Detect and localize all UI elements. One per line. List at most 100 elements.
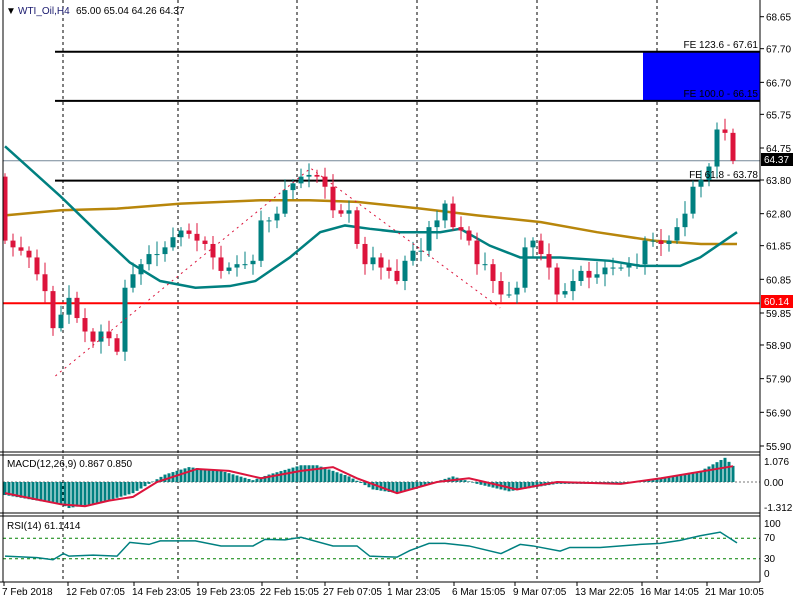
bear-candle <box>546 254 552 268</box>
bear-candle <box>538 240 544 255</box>
macd-histogram-bar <box>715 462 719 482</box>
rsi-label: RSI(14) 61.1414 <box>7 521 81 532</box>
bull-candle <box>618 267 624 269</box>
time-axis-label: 27 Feb 07:05 <box>323 587 382 598</box>
price-axis-label: 56.90 <box>766 408 791 419</box>
bull-candle <box>570 281 576 292</box>
macd-histogram-bar <box>527 482 531 489</box>
macd-histogram-bar <box>195 468 199 482</box>
ma-slow-line <box>4 198 737 246</box>
macd-histogram-bar <box>215 470 219 482</box>
time-axis-label: 9 Mar 07:05 <box>513 587 567 598</box>
chart-menu-icon[interactable]: ▼ <box>6 6 16 17</box>
macd-histogram-bar <box>371 482 375 490</box>
bull-candle <box>706 166 712 180</box>
macd-histogram-bar <box>407 482 411 490</box>
bull-candle <box>58 314 64 329</box>
macd-histogram-bar <box>151 481 155 483</box>
macd-histogram-bar <box>71 482 75 508</box>
bull-candle <box>170 237 176 248</box>
macd-histogram-bar <box>107 482 111 501</box>
macd-histogram-bar <box>615 482 619 483</box>
bear-candle <box>322 176 328 187</box>
macd-signal-line <box>4 465 734 508</box>
macd-histogram-bar <box>115 482 119 498</box>
bull-candle <box>250 260 256 265</box>
macd-histogram-bar <box>515 482 519 491</box>
macd-histogram-bar <box>219 470 223 482</box>
bull-candle <box>298 176 304 184</box>
bear-candle <box>338 210 344 214</box>
bear-candle <box>362 243 368 265</box>
macd-histogram-bar <box>363 482 367 486</box>
macd-histogram-bar <box>139 482 143 489</box>
macd-histogram-bar <box>315 465 319 482</box>
ohlc-values: 65.00 65.04 64.26 64.37 <box>76 6 185 17</box>
macd-histogram-bar <box>199 468 203 482</box>
time-axis-label: 12 Feb 07:05 <box>66 587 125 598</box>
time-axis-label: 21 Mar 10:05 <box>705 587 764 598</box>
bear-candle <box>34 257 40 275</box>
time-axis-label: 7 Feb 2018 <box>2 587 53 598</box>
bull-candle <box>130 274 136 288</box>
macd-histogram-bar <box>15 482 19 498</box>
bull-candle <box>282 190 288 214</box>
macd-histogram-bar <box>387 482 391 492</box>
macd-histogram-bar <box>347 476 351 482</box>
rsi-axis-30: 30 <box>764 554 776 565</box>
macd-histogram-bar <box>307 465 311 482</box>
bull-candle <box>410 250 416 261</box>
bull-candle <box>666 240 672 244</box>
price-axis-label: 66.70 <box>766 78 791 89</box>
macd-histogram-bar <box>459 478 463 482</box>
macd-histogram-bar <box>255 478 259 482</box>
macd-histogram-bar <box>523 482 527 489</box>
macd-histogram-bar <box>695 471 699 482</box>
bull-candle <box>226 267 232 271</box>
price-axis-label: 65.75 <box>766 110 791 121</box>
ma-fast-line <box>4 145 738 289</box>
fibo-expansion-zone[interactable] <box>643 51 760 101</box>
bull-candle <box>578 270 584 282</box>
macd-histogram-bar <box>59 482 63 505</box>
bear-candle <box>106 331 112 339</box>
macd-histogram-bar <box>519 482 523 490</box>
bear-candle <box>10 240 16 248</box>
macd-histogram-bar <box>339 473 343 482</box>
macd-histogram-bar <box>343 475 347 482</box>
bull-candle <box>266 220 272 222</box>
bear-candle <box>354 210 360 244</box>
time-axis-label: 22 Feb 15:05 <box>260 587 319 598</box>
current-price-badge <box>761 153 793 166</box>
symbol-label: WTI_Oil,H4 <box>18 6 70 17</box>
bull-candle <box>290 183 296 191</box>
time-axis-label: 14 Feb 23:05 <box>132 587 191 598</box>
bull-candle <box>162 247 168 255</box>
macd-histogram-bar <box>707 466 711 482</box>
rsi-line <box>4 531 738 561</box>
macd-histogram-bar <box>423 482 427 486</box>
macd-histogram-bar <box>463 480 467 482</box>
macd-histogram-bar <box>147 482 151 484</box>
zigzag-line <box>55 167 501 377</box>
macd-histogram-bar <box>391 482 395 493</box>
bear-candle <box>394 270 400 282</box>
macd-axis-max: 1.076 <box>764 457 789 468</box>
macd-histogram-bar <box>711 464 715 482</box>
macd-histogram-bar <box>327 469 331 482</box>
price-axis-label: 55.90 <box>766 442 791 453</box>
macd-histogram-bar <box>731 465 735 482</box>
bull-candle <box>714 129 720 167</box>
macd-histogram-bar <box>119 482 123 497</box>
macd-histogram-bar <box>623 482 627 483</box>
macd-histogram-bar <box>75 482 79 507</box>
macd-histogram-bar <box>63 482 67 507</box>
bull-candle <box>370 257 376 265</box>
bear-candle <box>26 250 32 258</box>
bull-candle <box>66 297 72 315</box>
macd-label: MACD(12,26,9) 0.867 0.850 <box>7 459 133 470</box>
macd-histogram-bar <box>411 482 415 489</box>
macd-histogram-bar <box>39 482 43 502</box>
bear-candle <box>450 203 456 228</box>
